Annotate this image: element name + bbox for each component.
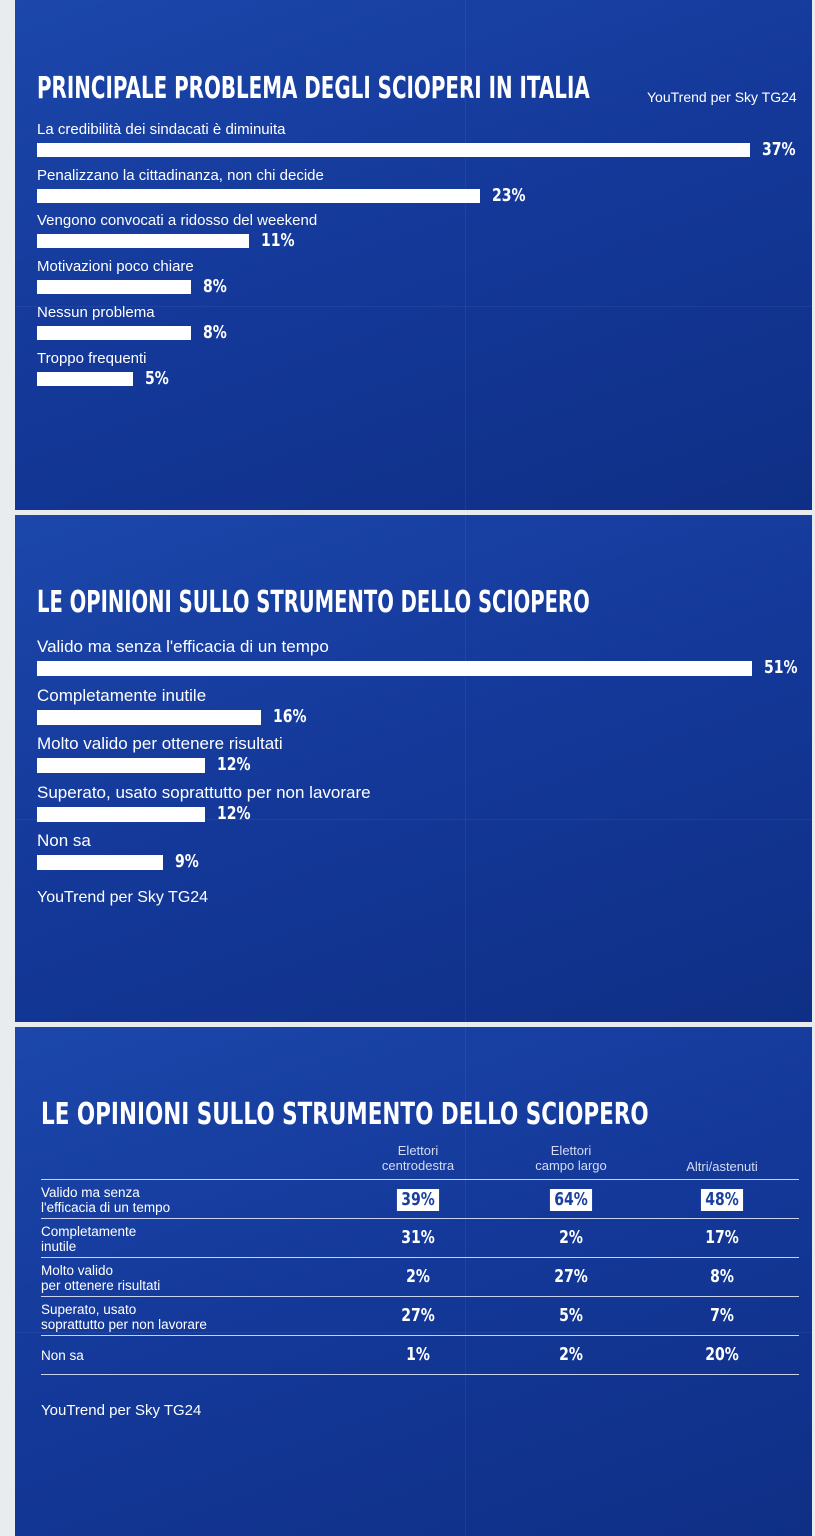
chart-title: PRINCIPALE PROBLEMA DEGLI SCIOPERI IN IT…	[37, 71, 590, 106]
row-label: Superato, usato soprattutto per non lavo…	[41, 1302, 207, 1332]
bar	[37, 709, 262, 725]
value-label: 5%	[145, 367, 170, 389]
table-rule	[41, 1335, 799, 1336]
category-label: Valido ma senza l'efficacia di un tempo	[37, 637, 329, 656]
category-label: Non sa	[37, 831, 91, 850]
row-label: Molto valido per ottenere risultati	[41, 1263, 161, 1293]
row-label: Valido ma senza l'efficacia di un tempo	[41, 1185, 171, 1215]
category-label: La credibilità dei sindacati è diminuita	[37, 121, 286, 138]
table-rule	[41, 1218, 799, 1219]
value-label: 37%	[762, 139, 796, 160]
table-cell: 8%	[710, 1266, 734, 1287]
source: YouTrend per Sky TG24	[647, 89, 797, 105]
table-rule	[41, 1257, 799, 1258]
source: YouTrend per Sky TG24	[41, 1402, 202, 1419]
bar	[37, 234, 249, 249]
source: YouTrend per Sky TG24	[37, 889, 209, 906]
bar	[37, 143, 750, 157]
table-cell: 1%	[406, 1344, 430, 1365]
column-header: Altri/astenuti	[686, 1159, 758, 1174]
table-title: LE OPINIONI SULLO STRUMENTO DELLO SCIOPE…	[41, 1097, 649, 1132]
bar	[37, 661, 752, 676]
value-label: 16%	[273, 705, 307, 727]
panel	[15, 0, 812, 510]
bar	[37, 758, 206, 773]
row-label: Non sa	[41, 1348, 84, 1363]
value-label: 8%	[203, 276, 227, 298]
category-label: Motivazioni poco chiare	[37, 258, 194, 276]
category-label: Completamente inutile	[37, 685, 207, 705]
value-label: 9%	[175, 851, 200, 872]
table-cell: 20%	[705, 1344, 739, 1365]
value-label: 51%	[764, 657, 798, 678]
table-cell: 7%	[710, 1305, 734, 1326]
table-cell: 39%	[396, 1189, 440, 1211]
table-cell: 64%	[549, 1189, 593, 1211]
column-header: Elettori campo largo	[535, 1143, 607, 1173]
table-cell: 5%	[559, 1305, 583, 1326]
category-label: Penalizzano la cittadinanza, non chi dec…	[37, 166, 324, 184]
value-label: 23%	[492, 184, 526, 206]
table-cell: 2%	[559, 1344, 583, 1365]
panel	[15, 1027, 812, 1536]
bar	[37, 188, 481, 203]
bar	[37, 806, 206, 822]
value-label: 11%	[260, 230, 295, 252]
table-cell: 2%	[406, 1266, 430, 1287]
value-label: 12%	[217, 754, 251, 775]
bar	[37, 325, 192, 340]
table-rule	[41, 1374, 799, 1375]
value-label: 8%	[203, 321, 227, 343]
bar	[37, 855, 164, 870]
category-label: Nessun problema	[37, 303, 155, 321]
table-rule	[41, 1296, 799, 1297]
category-label: Molto valido per ottenere risultati	[37, 734, 283, 753]
table-cell: 2%	[559, 1227, 583, 1248]
bar	[37, 371, 134, 386]
column-header: Elettori centrodestra	[381, 1143, 455, 1173]
row-label: Completamente inutile	[41, 1224, 137, 1254]
table-cell: 27%	[554, 1266, 588, 1287]
bar	[37, 280, 192, 295]
table-cell: 48%	[700, 1189, 744, 1211]
chart-title: LE OPINIONI SULLO STRUMENTO DELLO SCIOPE…	[37, 585, 590, 620]
table-cell: 17%	[705, 1227, 739, 1248]
category-label: Superato, usato soprattutto per non lavo…	[37, 782, 371, 802]
category-label: Troppo frequenti	[37, 349, 147, 367]
table-rule	[41, 1179, 799, 1180]
table-cell: 27%	[401, 1305, 435, 1326]
category-label: Vengono convocati a ridosso del weekend	[37, 212, 318, 230]
value-label: 12%	[217, 802, 251, 824]
table-cell: 31%	[401, 1227, 435, 1248]
